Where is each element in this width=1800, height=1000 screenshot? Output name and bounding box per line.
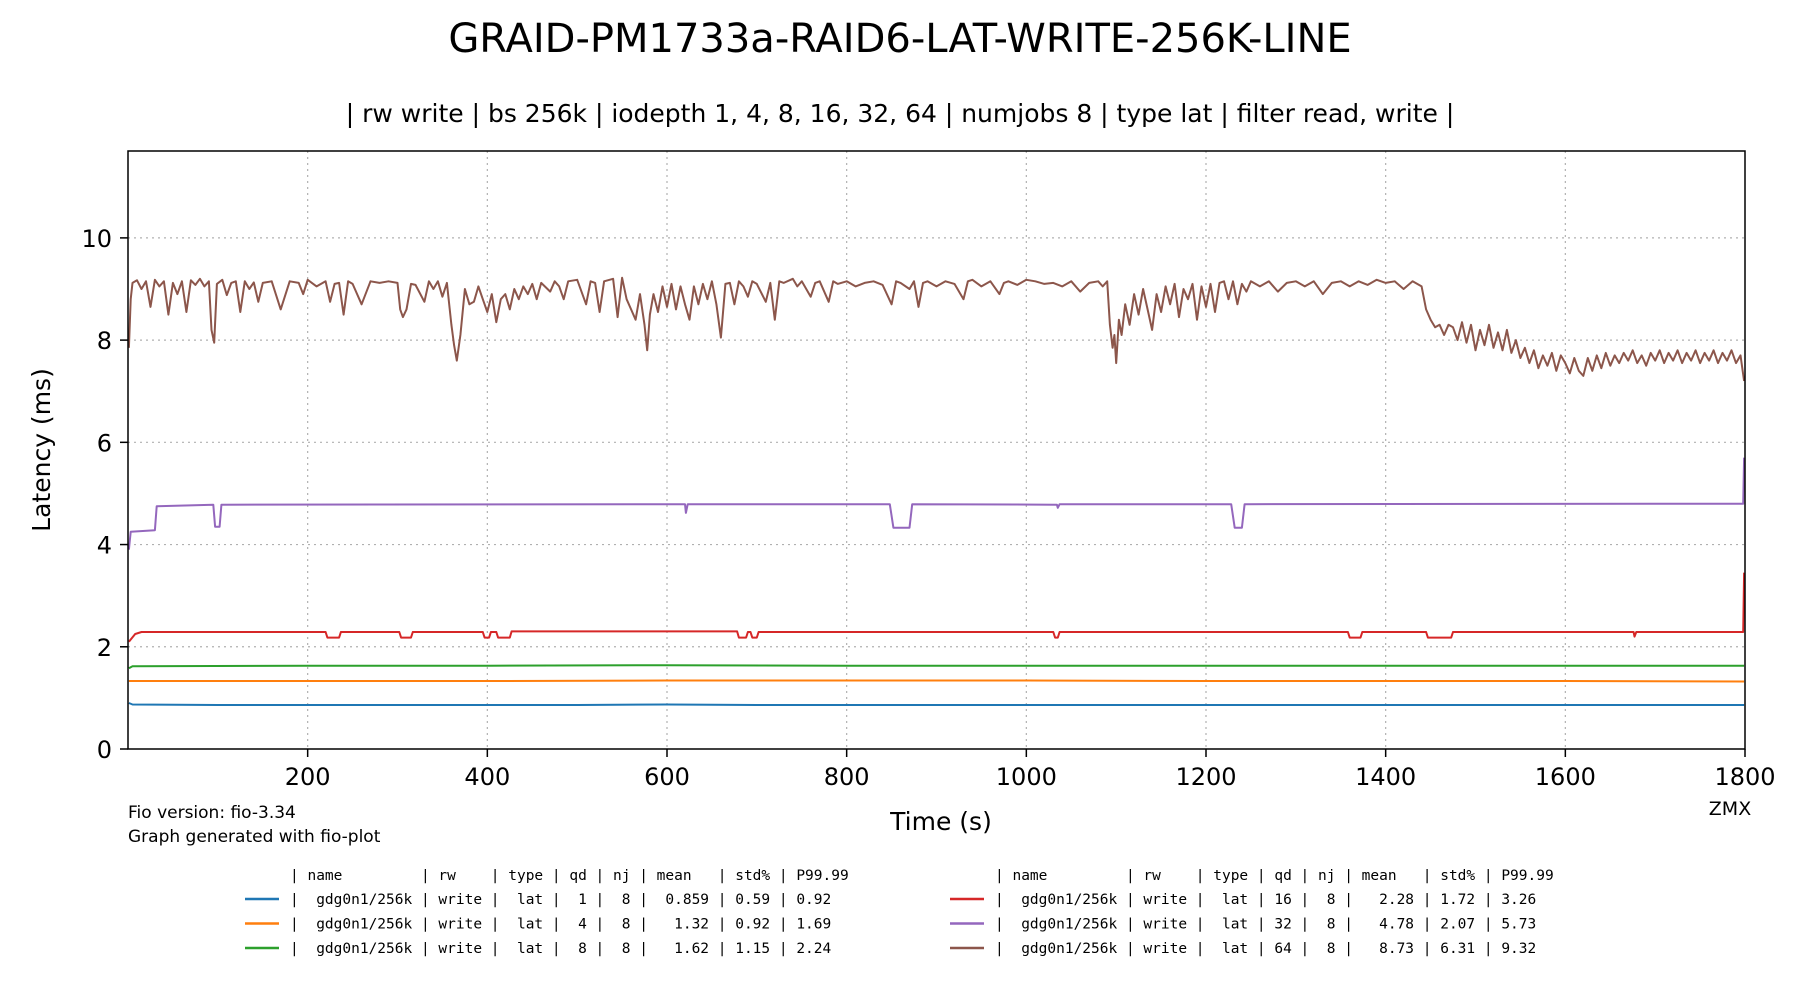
x-axis-label: Time (s) [889, 807, 992, 836]
series-line-4 [128, 572, 1746, 643]
legend-entry: | gdg0n1/256k | write | lat | 8 | 8 | 1.… [290, 941, 832, 957]
legend-entry: | gdg0n1/256k | write | lat | 64 | 8 | 8… [995, 941, 1536, 957]
y-tick-label: 10 [81, 225, 112, 253]
axis-ticks: 200 400 600 800 1000 1200 1400 1600 1800 0 2 4 6 8 10 [81, 225, 1775, 791]
chart-subtitle: | rw write | bs 256k | iodepth 1, 4, 8, … [346, 99, 1455, 128]
series-line-2 [128, 679, 1745, 683]
watermark: ZMX [1709, 798, 1751, 820]
legend: | name | rw | type | qd | nj | mean | st… [245, 868, 1554, 957]
y-tick-label: 8 [97, 327, 112, 355]
x-tick-label: 200 [285, 763, 331, 791]
series-line-5 [127, 457, 1746, 550]
series-layer [127, 276, 1746, 706]
x-tick-label: 1600 [1535, 763, 1596, 791]
legend-entry: | gdg0n1/256k | write | lat | 16 | 8 | 2… [995, 892, 1536, 908]
y-axis-label: Latency (ms) [27, 368, 56, 532]
legend-entry: | gdg0n1/256k | write | lat | 4 | 8 | 1.… [290, 917, 831, 933]
y-tick-label: 2 [97, 634, 112, 662]
legend-header: | name | rw | type | qd | nj | mean | st… [995, 868, 1554, 884]
plot-frame [127, 150, 1746, 750]
legend-entry: | gdg0n1/256k | write | lat | 32 | 8 | 4… [995, 917, 1536, 933]
series-line-3 [128, 664, 1745, 670]
x-tick-label: 400 [464, 763, 510, 791]
generated-with-note: Graph generated with fio-plot [128, 827, 381, 847]
x-tick-label: 600 [644, 763, 690, 791]
x-tick-label: 1800 [1714, 763, 1775, 791]
y-tick-label: 6 [97, 429, 112, 457]
x-tick-label: 1400 [1355, 763, 1416, 791]
y-tick-label: 0 [97, 736, 112, 764]
y-tick-label: 4 [97, 532, 112, 560]
legend-entry: | gdg0n1/256k | write | lat | 1 | 8 | 0.… [290, 892, 831, 908]
fio-version-note: Fio version: fio-3.34 [128, 803, 296, 823]
x-tick-label: 1000 [996, 763, 1057, 791]
legend-header: | name | rw | type | qd | nj | mean | st… [290, 868, 849, 884]
chart-title: GRAID-PM1733a-RAID6-LAT-WRITE-256K-LINE [448, 16, 1351, 62]
x-tick-label: 1200 [1175, 763, 1236, 791]
series-line-6 [127, 276, 1746, 382]
grid [128, 151, 1745, 749]
series-line-1 [128, 702, 1745, 706]
x-tick-label: 800 [824, 763, 870, 791]
